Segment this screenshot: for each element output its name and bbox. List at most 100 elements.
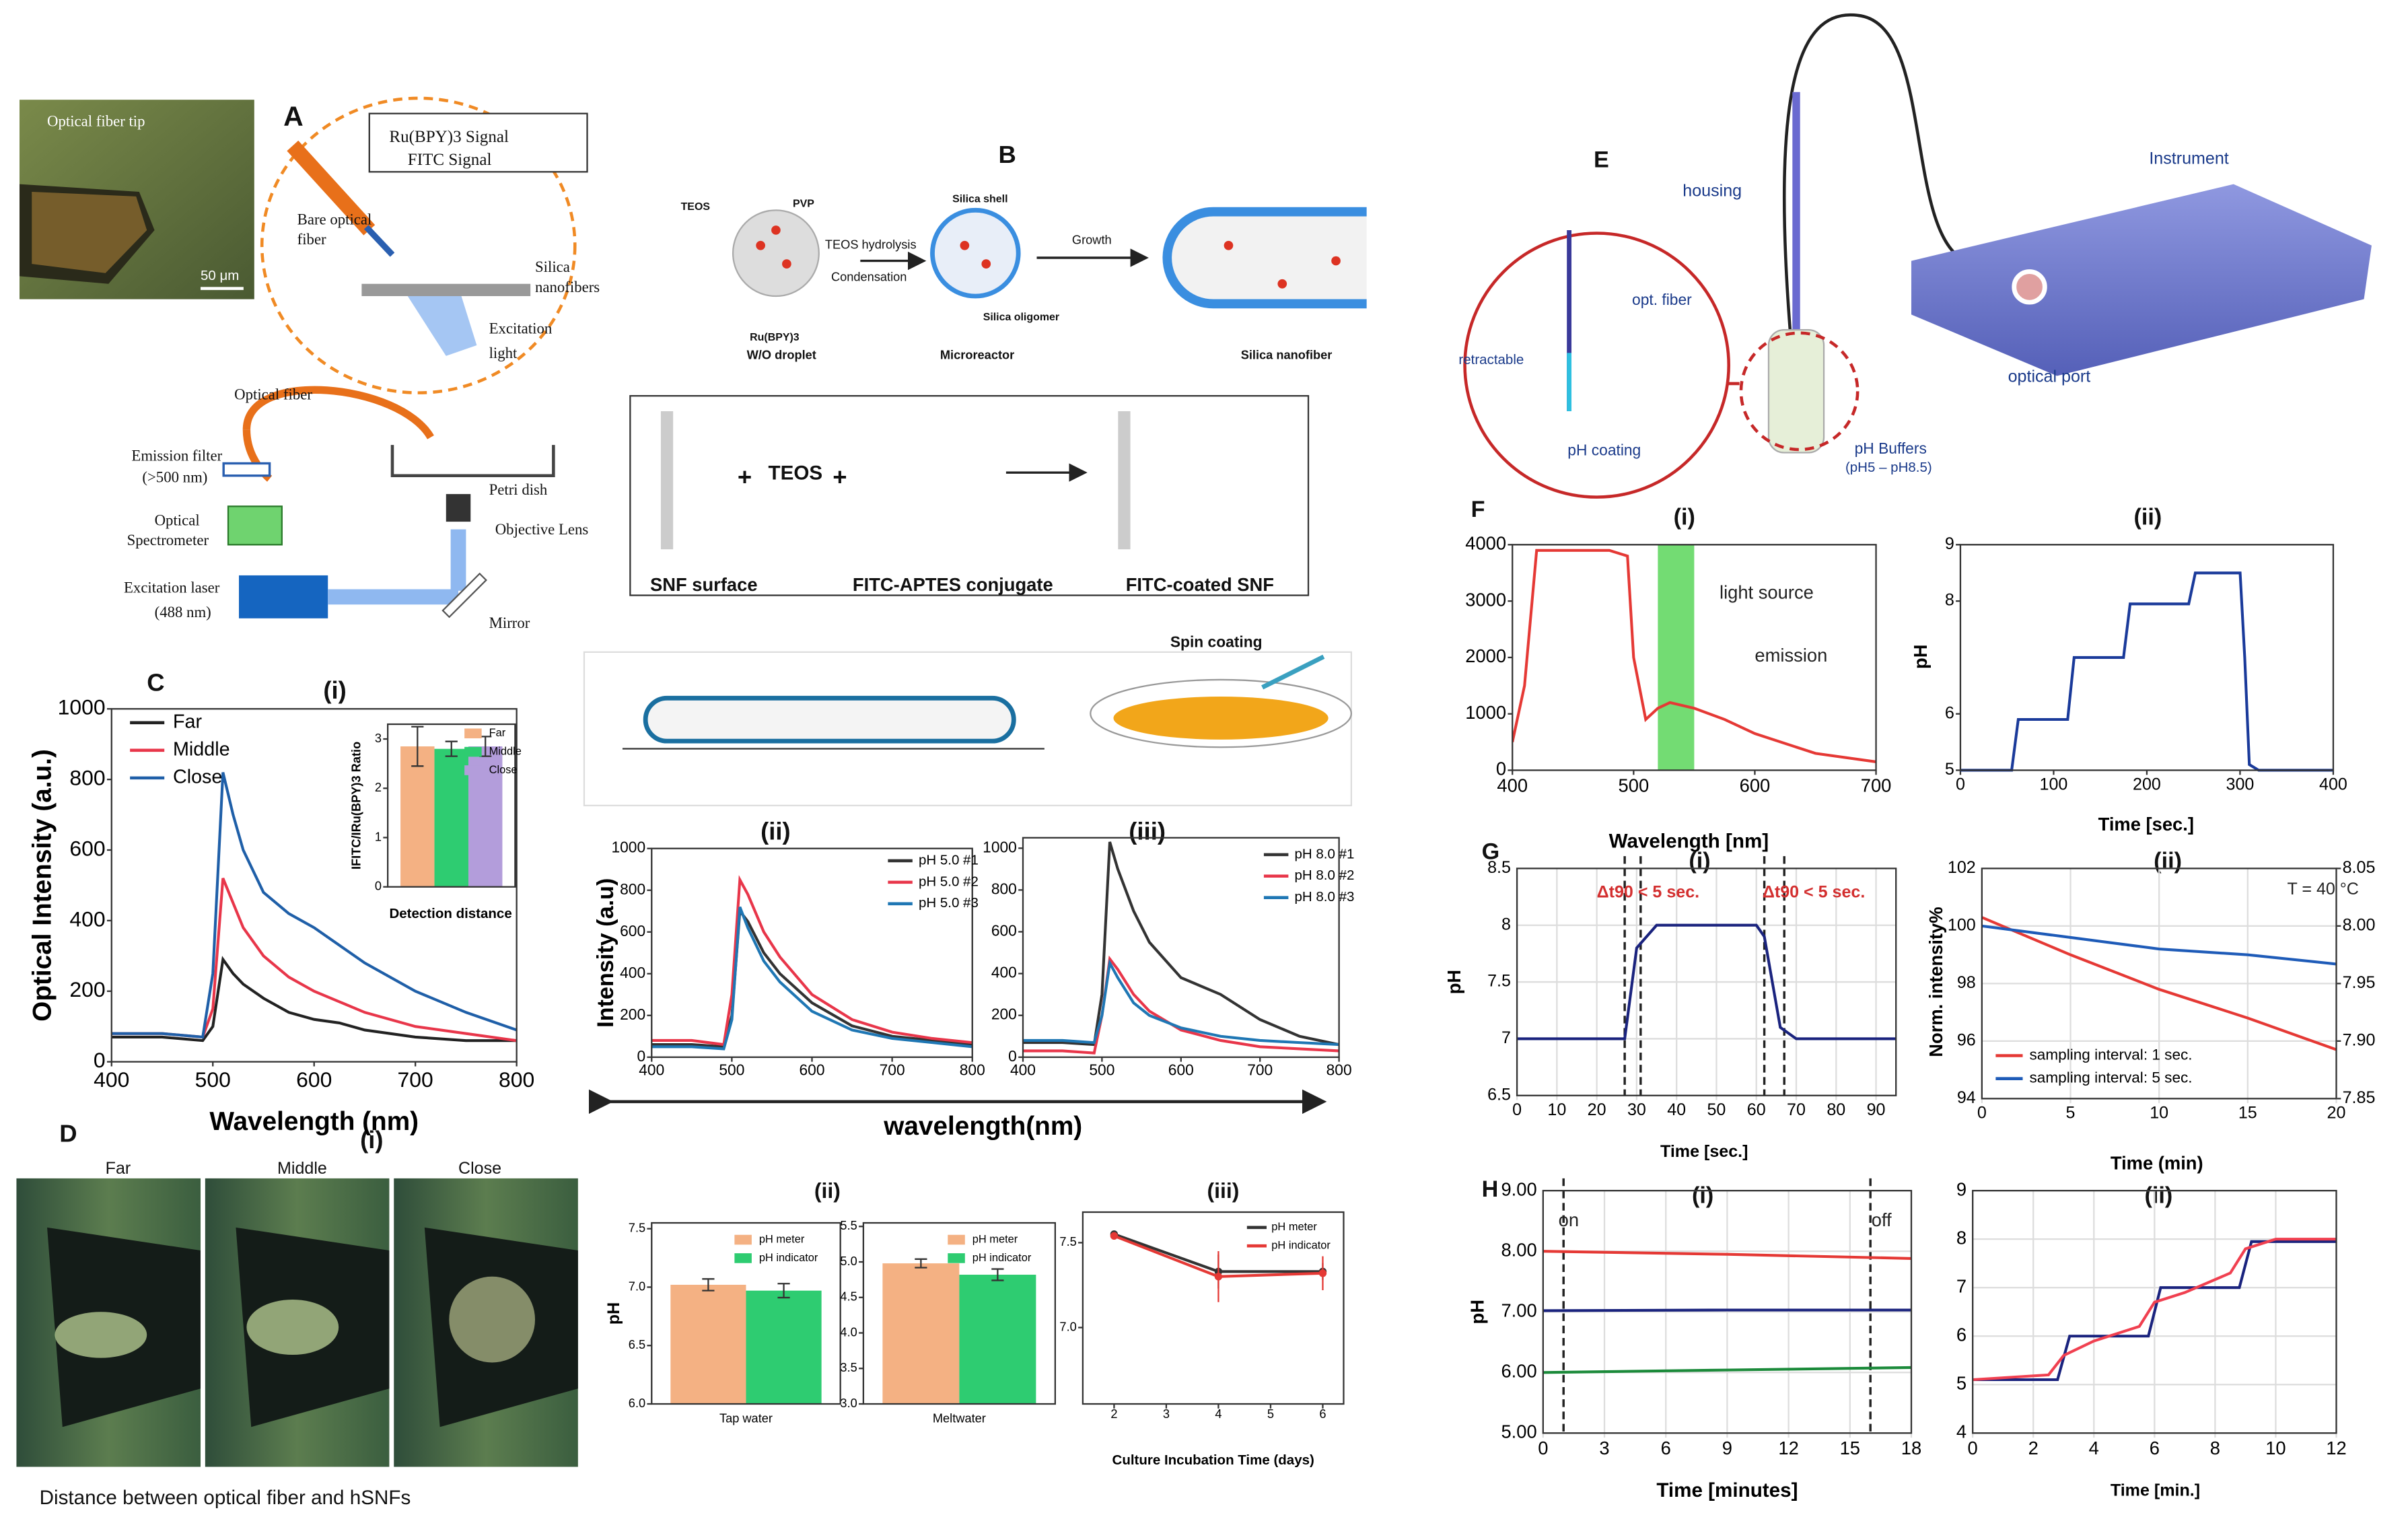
label: G (1482, 839, 1500, 865)
y-tick-label: 8 (1501, 915, 1511, 933)
x-tick-label: 60 (1747, 1100, 1766, 1119)
x-tick-label: 18 (1901, 1438, 1921, 1458)
label: Condensation (831, 269, 907, 283)
legend-label: pH 5.0 #1 (919, 852, 979, 868)
x-tick-label: 8 (2210, 1438, 2220, 1458)
plot-frame (1981, 868, 2337, 1100)
label: (ii) (760, 818, 791, 845)
chart: 4 5 6 7 8 9 0 2 4 6 8 10 12 Time [min.] (1956, 1178, 2347, 1499)
label: (>500 nm) (142, 469, 207, 486)
x-tick-label: 0 (1956, 775, 1965, 794)
annotation: on (1559, 1209, 1579, 1230)
y-tick-label: 96 (1957, 1030, 1976, 1049)
label: Objective Lens (495, 521, 589, 538)
panel-b-drawing (583, 207, 1367, 807)
y-axis-label: pH (604, 1302, 623, 1324)
bar (746, 1290, 822, 1405)
label: (ii) (2154, 848, 2182, 874)
y2-tick-label: 7.95 (2343, 973, 2376, 992)
label: Far (106, 1159, 131, 1178)
legend-label: sampling interval: 1 sec. (2030, 1046, 2193, 1063)
legend-swatch (734, 1234, 752, 1245)
y-tick-label: 2 (375, 780, 382, 794)
x-tick-label: 5 (2066, 1104, 2076, 1123)
x-axis-label: Wavelength (nm) (209, 1107, 419, 1136)
legend-swatch (464, 765, 482, 775)
y-tick-label: 600 (991, 922, 1017, 940)
chart: 7.0 7.5 2 3 4 5 6 pH meter pH indicator Culture I… (1059, 1211, 1345, 1468)
label: Excitation laser (124, 579, 220, 596)
x-tick-label: 4 (1215, 1407, 1221, 1421)
y-tick-label: 0 (1496, 758, 1506, 779)
x-tick-label: 10 (2150, 1104, 2168, 1123)
label: (i) (1689, 848, 1710, 874)
line (111, 956, 517, 1043)
y-tick-label: 9.00 (1501, 1178, 1536, 1199)
label: + (833, 463, 847, 491)
y-tick-label: 400 (991, 964, 1017, 981)
chart: 6.0 6.5 7.0 7.5 Tap water pH meter pH indicato… (604, 1220, 841, 1425)
x-tick-label: 6 (2150, 1438, 2160, 1458)
line (1022, 958, 1339, 1047)
chart: 3.0 3.5 4.0 4.5 5.0 5.5 Meltwater pH meter pH in… (840, 1218, 1056, 1425)
y-tick-label: 3.5 (840, 1360, 857, 1374)
y-tick-label: 102 (1948, 858, 1976, 877)
plot-frame (651, 847, 973, 1058)
x-tick-label: 700 (1861, 775, 1892, 796)
y-tick-label: 6.00 (1501, 1360, 1536, 1381)
label: C (147, 668, 164, 696)
legend-label: pH 5.0 #2 (919, 874, 979, 889)
line (1512, 549, 1876, 763)
x-tick-label: 800 (499, 1067, 534, 1092)
label: Bare optical (297, 211, 372, 228)
x-tick-label: 400 (1010, 1061, 1036, 1078)
x-axis-label: Time [sec.] (2098, 814, 2194, 835)
chart: 0 200 400 600 800 1000 400 500 600 700 800 pH 8.0 #… (983, 837, 1355, 1078)
x-tick-label: 700 (1247, 1061, 1273, 1078)
label: TEOS (769, 462, 823, 484)
label: Optical fiber tip (47, 113, 145, 130)
line (651, 906, 972, 1051)
y-tick-label: 8 (1956, 1227, 1967, 1248)
x-tick-label: 200 (2133, 775, 2161, 794)
legend-label: pH 8.0 #1 (1295, 846, 1355, 861)
legend-label: pH 5.0 #3 (919, 895, 979, 911)
x-tick-label: 80 (1827, 1100, 1845, 1119)
y-tick-label: 0 (94, 1048, 106, 1072)
x-tick-label: 6 (1319, 1407, 1326, 1421)
legend-swatch (464, 746, 482, 757)
x-tick-label: 500 (1089, 1061, 1114, 1078)
x-tick-label: 20 (1588, 1100, 1606, 1119)
label: A (283, 100, 304, 131)
y-tick-label: 100 (1948, 915, 1976, 934)
x-tick-label: 400 (639, 1061, 664, 1078)
bar (670, 1284, 746, 1405)
line (1517, 923, 1897, 1040)
label: TEOS hydrolysis (825, 238, 917, 252)
legend-label: Middle (489, 745, 522, 757)
label: Growth (1072, 233, 1112, 247)
x-tick-label: 70 (1787, 1100, 1806, 1119)
y-tick-label: 800 (620, 880, 645, 898)
legend-label: pH indicator (1271, 1240, 1331, 1252)
x-tick-label: 400 (1497, 775, 1528, 796)
y-tick-label: 800 (991, 880, 1017, 897)
y-tick-label: 2000 (1465, 645, 1506, 666)
x-tick-label: 500 (195, 1067, 231, 1092)
y-axis-label: pH (1444, 970, 1464, 994)
label: Optical fiber (234, 386, 312, 402)
x-tick-label: 300 (2226, 775, 2255, 794)
label: nanofibers (535, 279, 600, 295)
error-bar (702, 1278, 715, 1292)
x-axis-label: Time [minutes] (1656, 1479, 1798, 1502)
x-tick-label: 3 (1599, 1438, 1609, 1458)
chart: 5 6 8 9 0 100 200 300 400 Time [sec.] pH (1910, 534, 2347, 835)
y-tick-label: 5.0 (840, 1254, 857, 1268)
y-tick-label: 7.5 (1487, 972, 1511, 991)
chart: 5.00 6.00 7.00 8.00 9.00 0 3 6 9 12 15 18 Time [minu… (1466, 1178, 1921, 1502)
y-axis-label: pH (1910, 645, 1931, 669)
x-tick-label: 12 (1778, 1438, 1798, 1458)
plot-frame (1542, 1189, 1913, 1434)
y-tick-label: 7.0 (629, 1279, 645, 1293)
error-bar (445, 740, 458, 757)
